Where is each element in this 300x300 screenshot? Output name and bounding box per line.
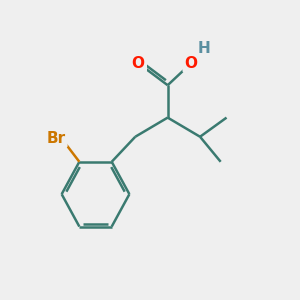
Text: O: O bbox=[185, 56, 198, 70]
Text: Br: Br bbox=[46, 131, 65, 146]
Text: O: O bbox=[132, 56, 145, 70]
Text: H: H bbox=[198, 41, 211, 56]
